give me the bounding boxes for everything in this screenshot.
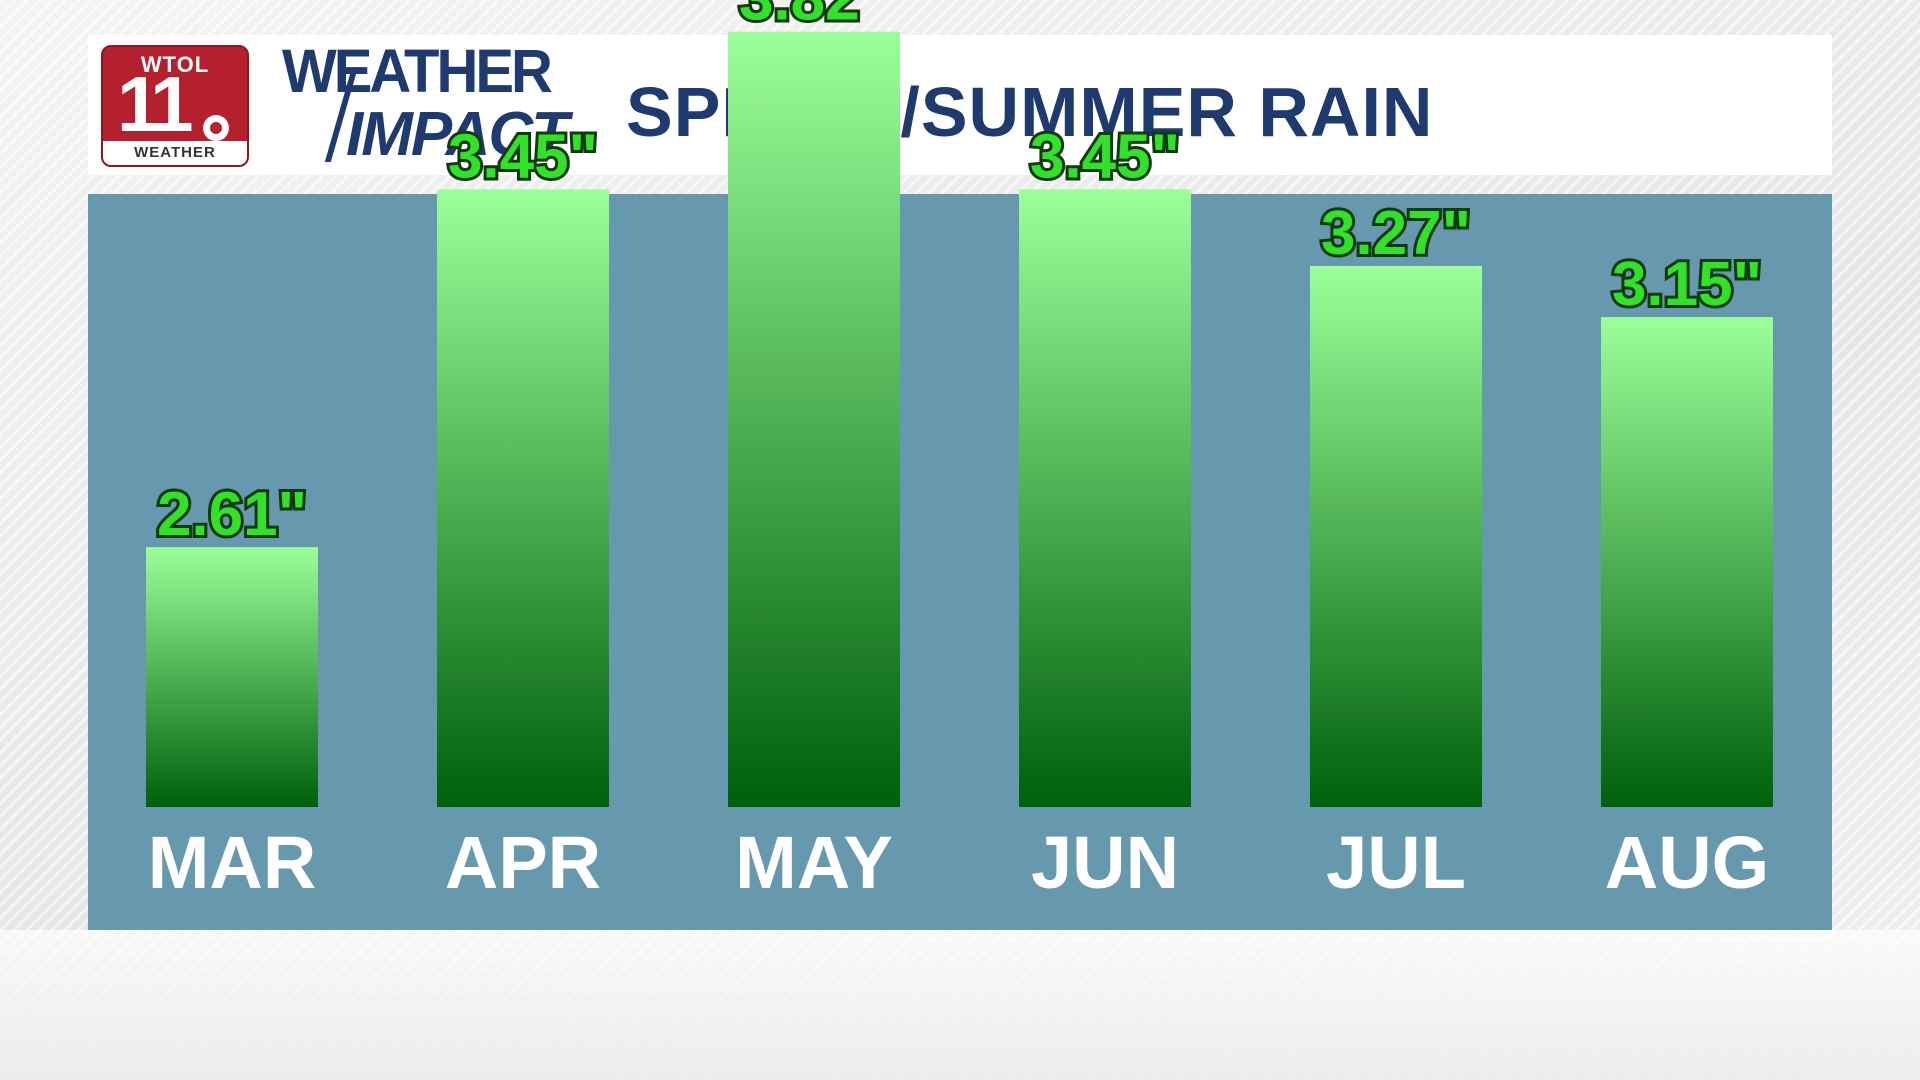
category-label-may: MAY bbox=[735, 821, 893, 904]
chart-panel bbox=[88, 194, 1832, 930]
category-label-jun: JUN bbox=[1031, 821, 1179, 904]
value-labels-group: 2.61" 3.45" 3.82" 3.45" 3.27" 3.15" bbox=[154, 0, 1765, 552]
brand-impact-text: IMPACT bbox=[346, 100, 569, 169]
value-label-jun: 3.45" bbox=[1030, 122, 1180, 191]
value-label-may: 3.82" bbox=[739, 0, 889, 34]
bar-mar bbox=[146, 547, 318, 807]
bar-may bbox=[728, 31, 900, 808]
background-floor bbox=[0, 930, 1920, 1080]
category-label-apr: APR bbox=[445, 821, 601, 904]
header-bar bbox=[88, 35, 1832, 175]
category-label-aug: AUG bbox=[1605, 821, 1769, 904]
value-label-aug: 3.15" bbox=[1612, 250, 1762, 319]
category-labels-group: MAR APR MAY JUN JUL AUG bbox=[148, 821, 1769, 904]
bar-jun bbox=[1019, 189, 1191, 808]
logo-channel-number: 11 bbox=[117, 60, 194, 148]
brand-weather-text: WEATHER bbox=[282, 37, 553, 106]
bar-jul bbox=[1310, 265, 1482, 808]
cbs-eye-icon bbox=[203, 115, 229, 141]
value-label-mar: 2.61" bbox=[157, 480, 307, 549]
bars-group bbox=[146, 31, 1773, 808]
value-label-apr: 3.45" bbox=[448, 122, 598, 191]
value-label-jul: 3.27" bbox=[1321, 199, 1471, 268]
bar-aug bbox=[1601, 317, 1773, 807]
station-logo: WTOL 11 WEATHER bbox=[101, 45, 249, 167]
bar-apr bbox=[437, 189, 609, 808]
category-label-jul: JUL bbox=[1326, 821, 1466, 904]
category-label-mar: MAR bbox=[148, 821, 317, 904]
logo-station-text: WTOL bbox=[140, 52, 210, 77]
logo-label: WEATHER bbox=[103, 141, 247, 165]
